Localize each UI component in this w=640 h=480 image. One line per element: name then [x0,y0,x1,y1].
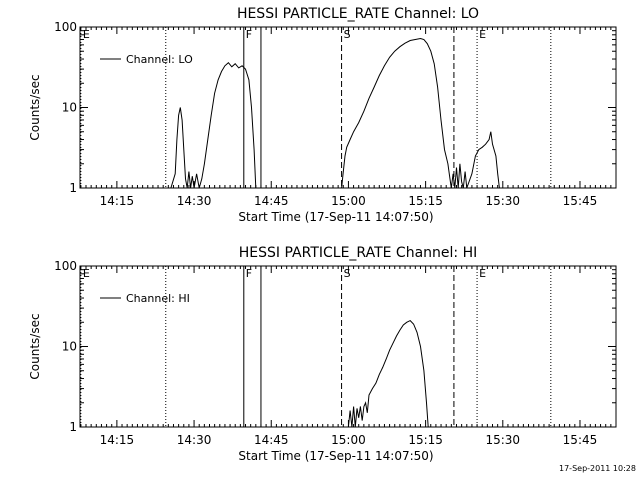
marker-label-hi-4: S [344,267,351,280]
x-tick-label-hi: 15:30 [485,433,520,447]
x-tick-label-lo: 15:45 [563,194,598,208]
y-tick-label-lo: 100 [54,20,77,34]
marker-label-lo-6: E [479,28,486,41]
x-tick-label-hi: 14:45 [254,433,289,447]
series-line-lo-0-1 [341,37,500,189]
marker-label-lo-4: S [344,28,351,41]
plot-frame-hi [79,265,617,428]
panel-hi: HESSI PARTICLE_RATE Channel: HIE F S E14:15… [28,245,617,463]
legend-label-hi: Channel: HI [126,292,190,305]
x-axis-label-hi: Start Time (17-Sep-11 14:07:50) [238,449,433,463]
panel-lo: HESSI PARTICLE_RATE Channel: LOE F S E14:15… [28,6,617,224]
x-tick-label-hi: 15:00 [331,433,366,447]
x-tick-label-lo: 14:30 [177,194,212,208]
plot-frame-lo [79,26,617,189]
x-tick-label-lo: 15:30 [485,194,520,208]
y-tick-label-hi: 10 [62,340,77,354]
x-tick-label-hi: 14:30 [177,433,212,447]
x-tick-label-lo: 14:45 [254,194,289,208]
marker-label-lo-2: F [246,28,252,41]
marker-label-lo-0: E [83,28,90,41]
x-tick-label-lo: 14:15 [100,194,135,208]
marker-label-hi-0: E [83,267,90,280]
legend-label-lo: Channel: LO [126,53,193,66]
x-tick-label-lo: 15:00 [331,194,366,208]
marker-label-hi-2: F [246,267,252,280]
y-tick-label-hi: 1 [69,420,77,434]
footer-timestamp: 17-Sep-2011 10:28 [559,464,636,473]
x-axis-label-lo: Start Time (17-Sep-11 14:07:50) [238,210,433,224]
y-tick-label-hi: 100 [54,259,77,273]
marker-label-hi-6: E [479,267,486,280]
y-tick-label-lo: 10 [62,101,77,115]
y-axis-label-lo: Counts/sec [28,74,42,140]
y-tick-label-lo: 1 [69,181,77,195]
chart-title-lo: HESSI PARTICLE_RATE Channel: LO [237,6,479,22]
series-line-hi-0-0 [347,319,429,428]
y-axis-label-hi: Counts/sec [28,313,42,379]
series-line-lo-0-0 [170,61,257,189]
chart-title-hi: HESSI PARTICLE_RATE Channel: HI [239,245,477,261]
x-tick-label-hi: 15:15 [408,433,443,447]
x-tick-label-hi: 15:45 [563,433,598,447]
x-tick-label-hi: 14:15 [100,433,135,447]
x-tick-label-lo: 15:15 [408,194,443,208]
